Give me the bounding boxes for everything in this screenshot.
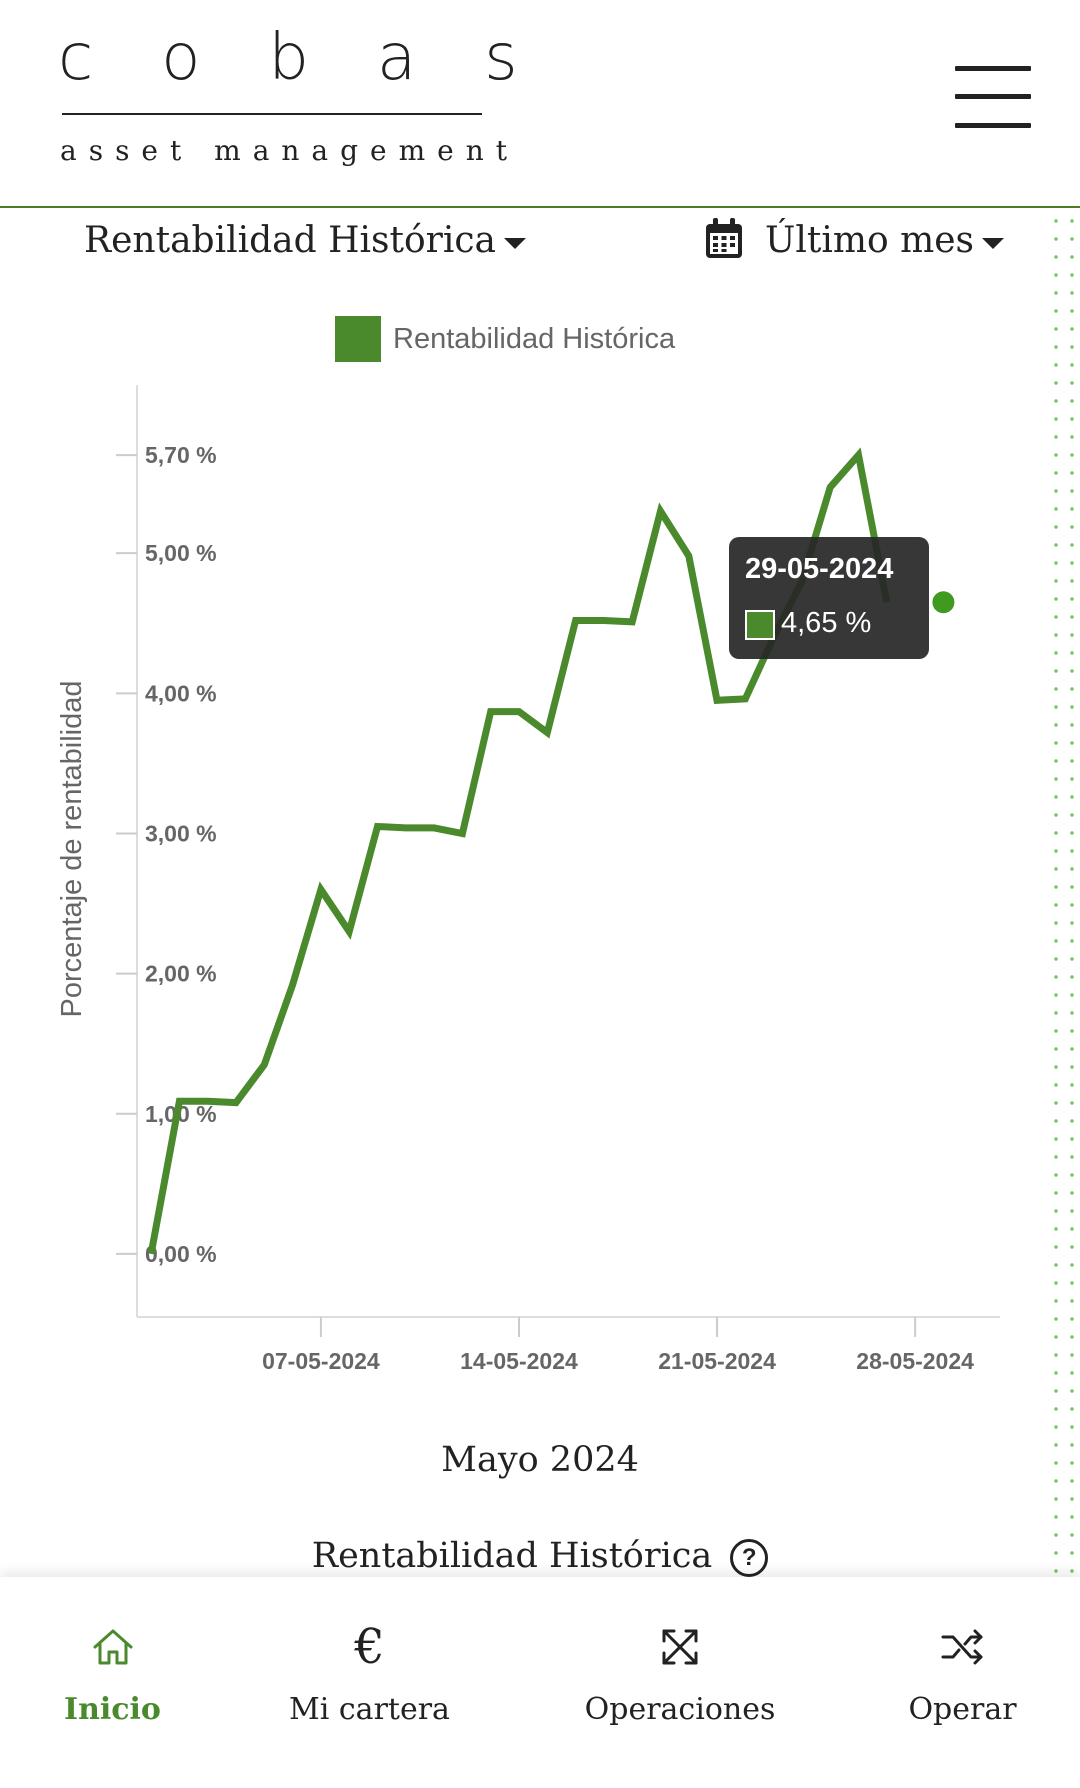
dotted-scroll-indicator [1048, 212, 1080, 1577]
data-point [827, 484, 833, 490]
data-point [856, 452, 862, 458]
chart-legend[interactable]: Rentabilidad Histórica [335, 316, 675, 364]
data-point [346, 929, 352, 935]
data-point [176, 1098, 182, 1104]
x-tick-label: 14-05-2024 [460, 1348, 578, 1374]
y-tick-label: 5,00 % [145, 540, 217, 566]
performance-line-chart[interactable]: 0,00 %1,00 %2,00 %3,00 %4,00 %5,00 %5,70… [0, 370, 1010, 1390]
y-tick-label: 5,70 % [145, 442, 217, 468]
data-point [544, 730, 550, 736]
chevron-down-icon [982, 237, 1005, 249]
data-point [657, 508, 663, 514]
euro-icon: € [354, 1619, 385, 1675]
shuffle-icon [941, 1629, 982, 1665]
nav-label-inicio: Inicio [64, 1692, 161, 1727]
data-point [629, 619, 635, 625]
tooltip-value: 4,65 % [781, 607, 872, 639]
chart-x-axis-title: Mayo 2024 [441, 1440, 639, 1480]
brand-subtitle: asset management [60, 134, 520, 167]
nav-item-inicio[interactable]: Inicio [40, 1577, 185, 1788]
logo-divider [62, 113, 482, 115]
chevron-down-icon [503, 237, 526, 249]
bottom-navigation: Inicio € Mi cartera Operaciones Operar [0, 1577, 1080, 1788]
calendar-icon[interactable] [704, 218, 744, 260]
nav-item-operaciones[interactable]: Operaciones [570, 1577, 790, 1788]
legend-swatch [335, 316, 381, 362]
x-tick-label: 28-05-2024 [856, 1348, 974, 1374]
data-point [488, 709, 494, 715]
data-point [459, 830, 465, 836]
arrows-cross-icon [662, 1629, 698, 1665]
nav-item-mi-cartera[interactable]: € Mi cartera [272, 1577, 467, 1788]
data-point [403, 825, 409, 831]
data-point [601, 617, 607, 623]
data-point [714, 697, 720, 703]
data-point [573, 617, 579, 623]
data-point [261, 1062, 267, 1068]
period-dropdown[interactable]: Último mes [765, 220, 1005, 261]
nav-label-mi-cartera: Mi cartera [289, 1692, 450, 1727]
period-dropdown-label: Último mes [765, 220, 975, 261]
y-tick-label: 3,00 % [145, 820, 217, 846]
metric-dropdown-label: Rentabilidad Histórica [84, 220, 496, 261]
x-tick-label: 21-05-2024 [658, 1348, 776, 1374]
data-point [148, 1251, 154, 1257]
section-heading: Rentabilidad Histórica? [0, 1536, 1080, 1577]
tooltip-swatch [745, 610, 775, 640]
data-point [686, 553, 692, 559]
brand-logo[interactable]: cobas [58, 21, 586, 95]
data-point [318, 887, 324, 893]
data-point [205, 1098, 211, 1104]
data-point [516, 709, 522, 715]
y-axis-title: Porcentaje de rentabilidad [56, 681, 88, 1018]
highlight-point [932, 591, 955, 614]
legend-label: Rentabilidad Histórica [393, 322, 676, 355]
x-tick-label: 07-05-2024 [262, 1348, 380, 1374]
home-icon [93, 1629, 132, 1665]
data-point [290, 982, 296, 988]
tooltip-date: 29-05-2024 [745, 553, 894, 585]
section-title-text: Rentabilidad Histórica [311, 1536, 713, 1576]
y-tick-label: 2,00 % [145, 961, 217, 987]
nav-item-operar[interactable]: Operar [895, 1577, 1030, 1788]
data-point [375, 823, 381, 829]
help-icon[interactable]: ? [730, 1538, 769, 1577]
data-point [742, 696, 748, 702]
chart-tooltip: 29-05-2024 4,65 % [729, 537, 929, 659]
data-point [431, 825, 437, 831]
y-tick-label: 0,00 % [145, 1241, 217, 1267]
y-tick-label: 4,00 % [145, 680, 217, 706]
hamburger-menu-icon[interactable] [955, 66, 1031, 128]
nav-label-operaciones: Operaciones [584, 1692, 776, 1727]
metric-dropdown[interactable]: Rentabilidad Histórica [84, 220, 526, 261]
nav-label-operar: Operar [908, 1692, 1017, 1727]
data-point [233, 1100, 239, 1106]
app-header: cobas asset management [0, 0, 1080, 208]
